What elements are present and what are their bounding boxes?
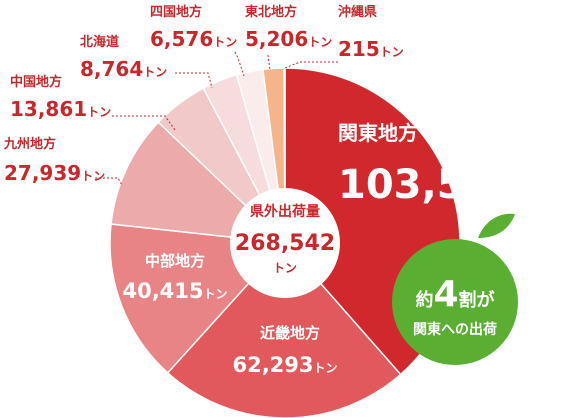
value-number: 103,543 <box>338 162 520 208</box>
value-unit: トン <box>520 179 560 203</box>
slice-name: 関東地方 <box>338 121 418 145</box>
badge-headline: 約4割が <box>415 274 494 315</box>
center-title: 県外出荷量 <box>250 203 320 220</box>
labels: 関東地方103,543トン近畿地方62,293トン中部地方40,415トン九州地… <box>3 4 560 377</box>
value-number: 6,576 <box>150 27 213 51</box>
slice-value: 40,415トン <box>122 279 227 303</box>
apple <box>392 239 518 365</box>
slice-name: 北海道 <box>80 34 119 50</box>
slice-name: 九州地方 <box>3 136 56 152</box>
leader-line <box>175 72 213 89</box>
slice-name: 近畿地方 <box>260 324 320 342</box>
badge-caption: 関東への出荷 <box>413 321 497 338</box>
badge-suffix: 割が <box>459 289 495 311</box>
value-number: 5,206 <box>245 27 308 51</box>
slice-value: 103,543トン <box>338 162 560 208</box>
value-number: 215 <box>338 37 380 61</box>
leader-line <box>267 54 271 71</box>
slice-value: 27,939トン <box>4 161 105 185</box>
slice-value: 215トン <box>338 37 404 61</box>
slice-value: 62,293トン <box>232 353 337 377</box>
slice-name: 沖縄県 <box>338 4 377 20</box>
leader-line <box>95 177 123 186</box>
leaf <box>478 213 515 238</box>
value-unit: トン <box>87 105 111 119</box>
badge-prefix: 約 <box>415 289 433 311</box>
center-total: 268,542 <box>235 231 335 256</box>
slice-name: 中国地方 <box>10 74 62 90</box>
value-number: 62,293 <box>232 353 313 377</box>
value-unit: トン <box>143 65 167 79</box>
slice-value: 6,576トン <box>150 27 237 51</box>
value-unit: トン <box>204 287 228 301</box>
value-number: 13,861 <box>10 97 87 121</box>
value-unit: トン <box>81 169 105 183</box>
leader-line <box>284 61 338 69</box>
leader-line <box>234 51 245 77</box>
value-number: 8,764 <box>80 57 143 81</box>
value-unit: トン <box>213 35 237 49</box>
value-unit: トン <box>380 45 404 59</box>
value-unit: トン <box>308 35 332 49</box>
badge-number: 4 <box>433 274 458 315</box>
slice-value: 5,206トン <box>245 27 332 51</box>
donut-hole <box>230 188 340 298</box>
badge: 約4割が 関東への出荷 <box>392 213 518 365</box>
leader-line <box>112 115 176 131</box>
slice-name: 東北地方 <box>245 4 297 20</box>
slice-value: 13,861トン <box>10 97 111 121</box>
value-number: 40,415 <box>122 279 203 303</box>
slice-name: 四国地方 <box>150 4 202 20</box>
slice-value: 8,764トン <box>80 57 167 81</box>
center-unit: トン <box>273 261 297 275</box>
value-unit: トン <box>314 361 338 375</box>
value-number: 27,939 <box>4 161 81 185</box>
slice-name: 中部地方 <box>145 252 205 270</box>
